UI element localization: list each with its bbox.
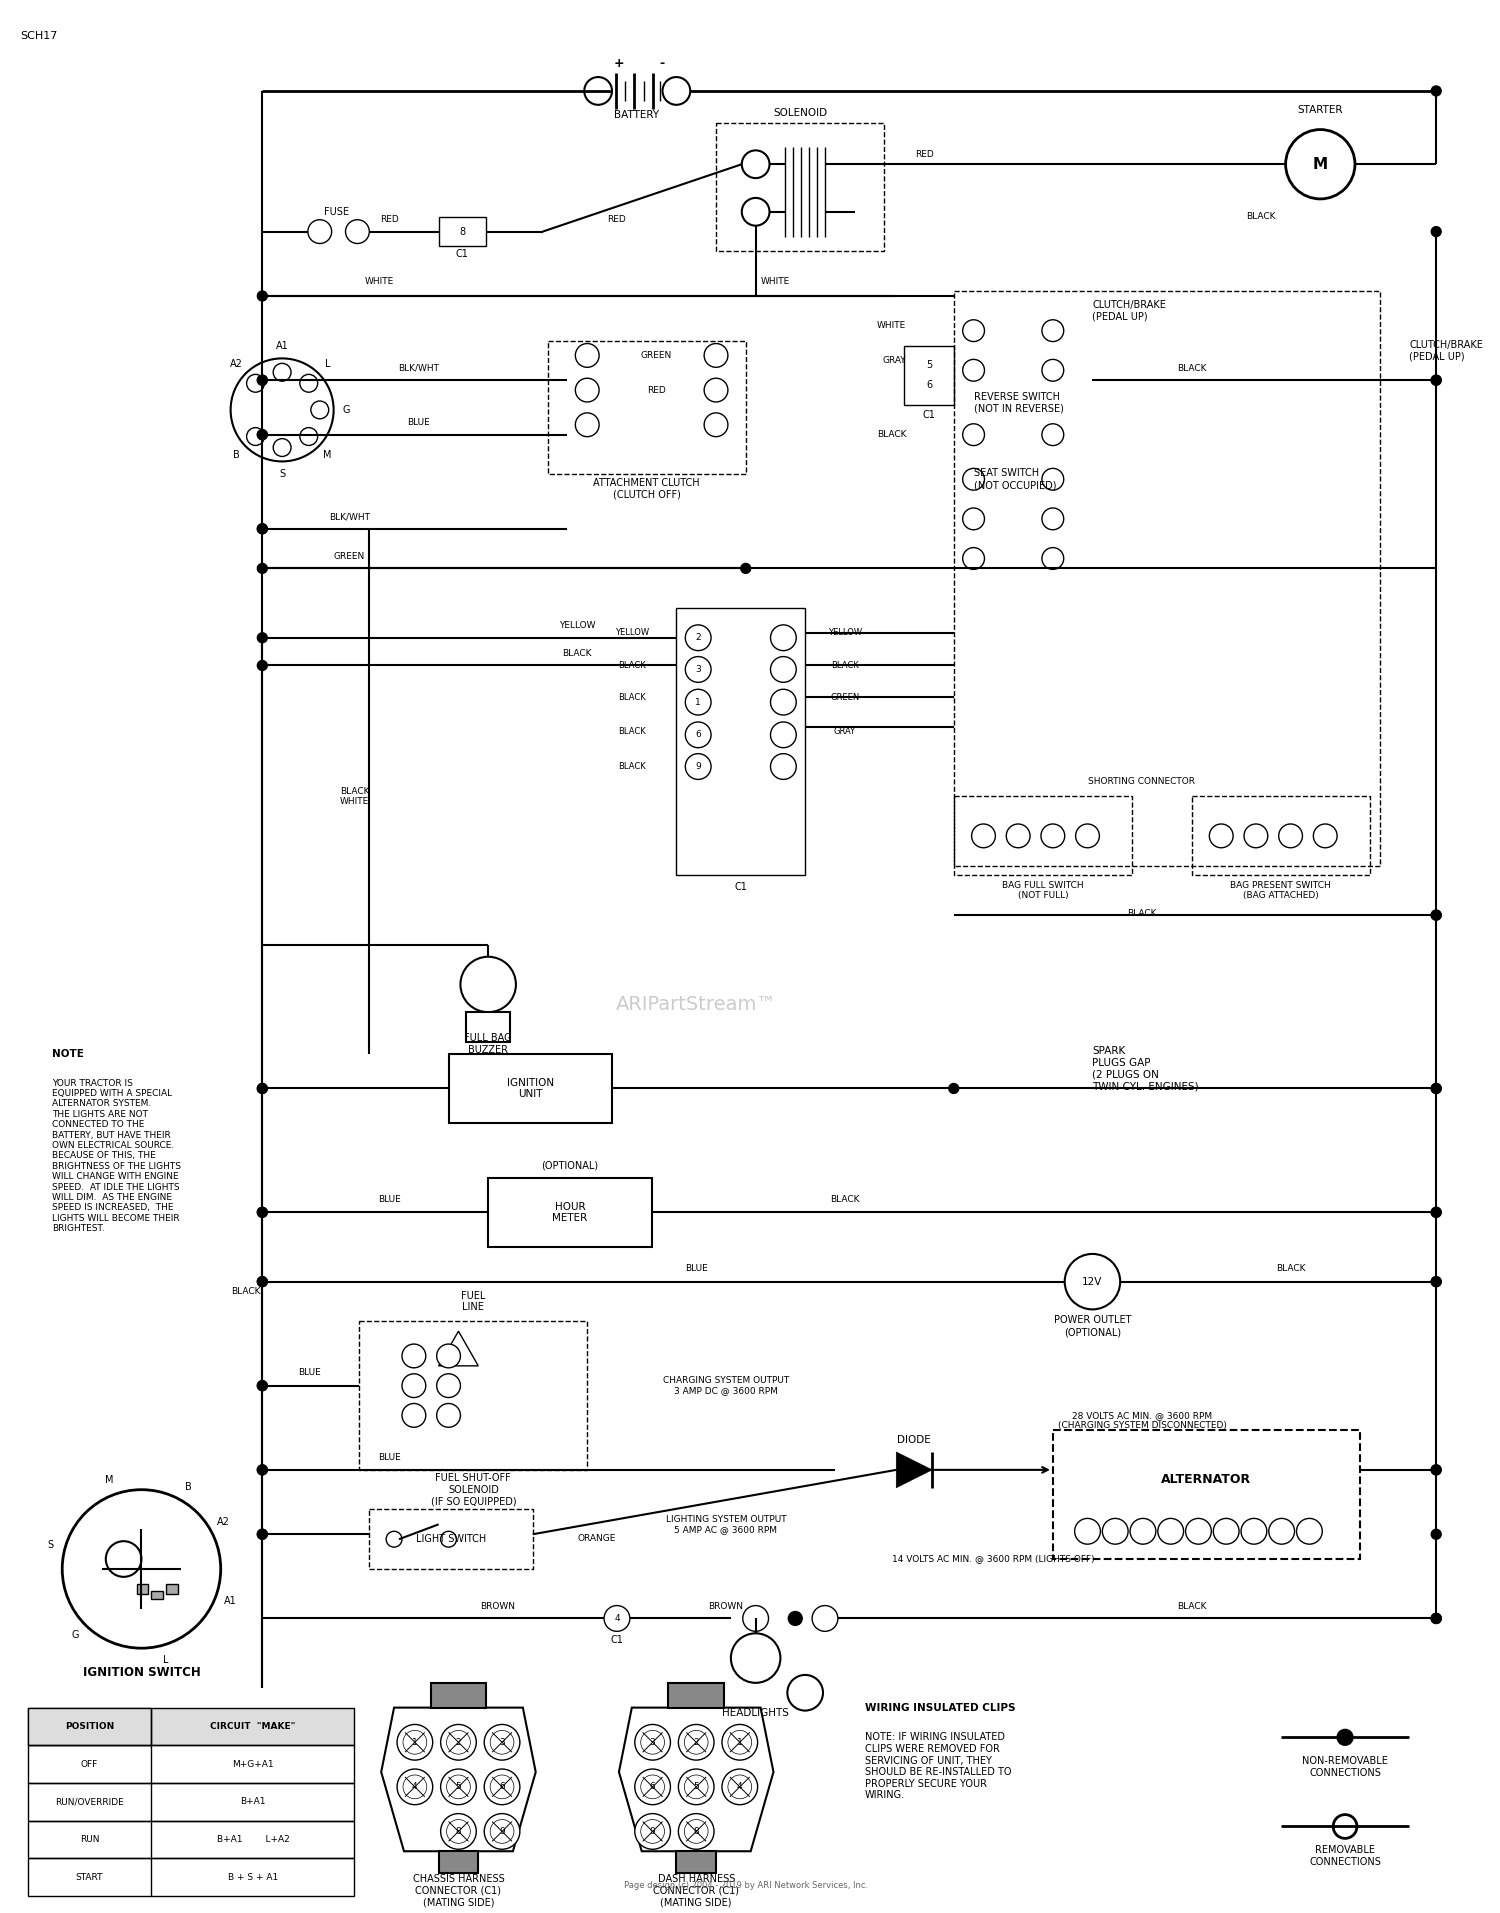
Circle shape (1431, 375, 1442, 385)
Circle shape (1269, 1519, 1294, 1544)
Circle shape (640, 1775, 664, 1798)
Bar (369, 1509, 532, 1569)
Text: 2: 2 (696, 633, 700, 643)
Text: 9: 9 (500, 1827, 506, 1836)
Bar (27, 1745, 354, 1783)
Circle shape (258, 1083, 267, 1094)
Text: 6: 6 (650, 1783, 656, 1791)
Text: 6: 6 (926, 381, 932, 390)
Text: BLACK: BLACK (231, 1287, 260, 1295)
Text: 3: 3 (650, 1737, 656, 1747)
Circle shape (1431, 911, 1442, 920)
Bar (448, 1054, 612, 1123)
Text: B+A1: B+A1 (240, 1796, 266, 1806)
Text: C1: C1 (610, 1636, 624, 1645)
Circle shape (771, 689, 796, 715)
Circle shape (258, 564, 267, 574)
Text: 4: 4 (736, 1783, 742, 1791)
Circle shape (1042, 425, 1064, 446)
Circle shape (742, 1605, 768, 1632)
Text: OFF: OFF (81, 1760, 98, 1770)
Circle shape (258, 1276, 267, 1287)
Text: BROWN: BROWN (708, 1601, 744, 1611)
Text: DIODE: DIODE (897, 1435, 932, 1444)
Text: NOTE: IF WIRING INSULATED
CLIPS WERE REMOVED FOR
SERVICING OF UNIT, THEY
SHOULD : NOTE: IF WIRING INSULATED CLIPS WERE REM… (864, 1733, 1011, 1800)
Bar (548, 341, 746, 474)
Bar (466, 1012, 510, 1043)
Text: SPARK
PLUGS GAP
(2 PLUGS ON
TWIN CYL. ENGINES): SPARK PLUGS GAP (2 PLUGS ON TWIN CYL. EN… (1092, 1046, 1198, 1090)
Text: LIGHT SWITCH: LIGHT SWITCH (416, 1534, 486, 1544)
Text: NOTE: NOTE (53, 1048, 84, 1058)
Text: BLK/WHT: BLK/WHT (399, 363, 439, 373)
Circle shape (1314, 825, 1336, 847)
Text: C1: C1 (922, 409, 936, 419)
Text: A2: A2 (216, 1517, 229, 1527)
Text: GRAY: GRAY (882, 356, 906, 365)
Text: 28 VOLTS AC MIN. @ 3600 RPM
(CHARGING SYSTEM DISCONNECTED): 28 VOLTS AC MIN. @ 3600 RPM (CHARGING SY… (1058, 1410, 1227, 1431)
Bar (954, 796, 1132, 876)
Circle shape (771, 626, 796, 650)
Text: 6: 6 (696, 731, 700, 738)
Text: BLACK: BLACK (1276, 1264, 1305, 1274)
Circle shape (950, 1083, 958, 1094)
Text: 8: 8 (456, 1827, 462, 1836)
Circle shape (398, 1724, 432, 1760)
Text: YELLOW: YELLOW (560, 622, 596, 631)
Circle shape (246, 429, 264, 446)
Text: +: + (614, 57, 624, 69)
Circle shape (490, 1731, 514, 1754)
Circle shape (1431, 1083, 1442, 1094)
Text: BROWN: BROWN (480, 1601, 516, 1611)
Circle shape (258, 633, 267, 643)
Circle shape (1431, 1276, 1442, 1287)
Circle shape (1042, 360, 1064, 381)
Text: YELLOW: YELLOW (828, 627, 862, 637)
Circle shape (1431, 1207, 1442, 1217)
Circle shape (404, 1731, 427, 1754)
Text: C1: C1 (456, 249, 470, 260)
Text: M: M (324, 450, 332, 461)
Circle shape (460, 956, 516, 1012)
Circle shape (722, 1770, 758, 1804)
Circle shape (1042, 509, 1064, 530)
Bar (1053, 1431, 1360, 1559)
Text: GREEN: GREEN (334, 553, 364, 561)
Text: S: S (279, 469, 285, 480)
Text: L: L (326, 360, 330, 369)
Circle shape (1431, 911, 1442, 920)
Circle shape (1042, 469, 1064, 490)
Text: 1: 1 (736, 1737, 742, 1747)
Circle shape (404, 1775, 427, 1798)
Text: L: L (164, 1655, 168, 1664)
Circle shape (258, 1465, 267, 1475)
Circle shape (258, 524, 267, 534)
Circle shape (684, 1731, 708, 1754)
Circle shape (484, 1724, 520, 1760)
Text: BLACK: BLACK (618, 761, 645, 771)
Circle shape (402, 1345, 426, 1368)
Text: BLACK: BLACK (1246, 212, 1275, 222)
Text: DASH HARNESS
CONNECTOR (C1)
(MATING SIDE): DASH HARNESS CONNECTOR (C1) (MATING SIDE… (652, 1875, 740, 1907)
Circle shape (963, 509, 984, 530)
Circle shape (684, 1775, 708, 1798)
Circle shape (258, 430, 267, 440)
Text: 1: 1 (696, 698, 700, 706)
Circle shape (1431, 86, 1442, 96)
Circle shape (684, 1819, 708, 1844)
Circle shape (484, 1770, 520, 1804)
Circle shape (585, 77, 612, 105)
Text: CIRCUIT  "MAKE": CIRCUIT "MAKE" (210, 1722, 296, 1731)
Circle shape (686, 689, 711, 715)
Text: 5: 5 (456, 1783, 462, 1791)
Circle shape (258, 375, 267, 385)
Circle shape (258, 1528, 267, 1540)
Text: BLACK: BLACK (831, 662, 858, 670)
Circle shape (447, 1775, 471, 1798)
Text: M: M (105, 1475, 114, 1486)
Text: C1: C1 (735, 882, 747, 891)
Circle shape (490, 1775, 514, 1798)
Text: GREEN: GREEN (640, 350, 672, 360)
Circle shape (640, 1731, 664, 1754)
Circle shape (972, 825, 996, 847)
Circle shape (258, 1381, 267, 1391)
